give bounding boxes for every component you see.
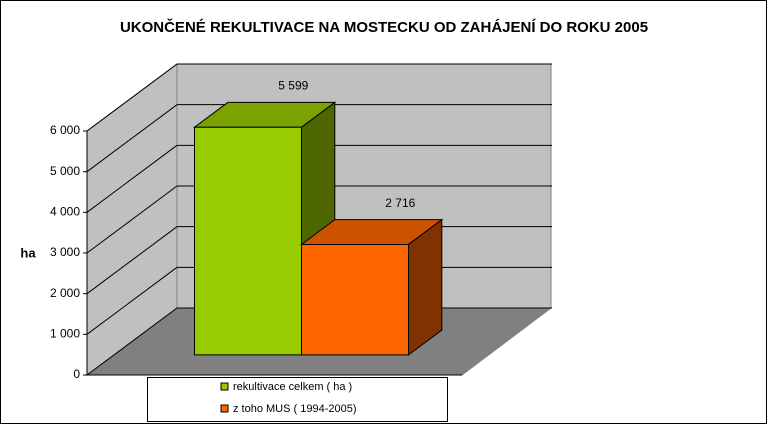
y-tick-label: 1 000 [50,327,80,341]
grid-line [86,266,178,335]
y-tick-label: 5 000 [50,164,80,178]
y-tick-label: 3 000 [50,245,80,259]
y-axis-label: ha [20,245,36,260]
grid-line [86,226,178,295]
chart-title: UKONČENÉ REKULTIVACE NA MOSTECKU OD ZAHÁ… [120,18,648,36]
legend-swatch [220,382,229,391]
bar [301,243,409,356]
y-tick-label: 2 000 [50,286,80,300]
legend-label: z toho MUS ( 1994-2005) [233,403,357,415]
legend [147,377,448,422]
data-label: 5 599 [278,79,308,93]
bar [194,126,302,356]
grid-line [86,63,178,132]
grid-line [86,185,178,254]
data-label: 2 716 [385,196,415,210]
grid-line [86,104,178,173]
grid-line [86,144,178,213]
y-tick-label: 6 000 [50,123,80,137]
y-tick-label: 4 000 [50,205,80,219]
legend-label: rekultivace celkem ( ha ) [233,381,352,393]
grid-line [86,307,178,376]
legend-swatch [220,404,229,413]
y-tick-label: 0 [73,367,80,381]
